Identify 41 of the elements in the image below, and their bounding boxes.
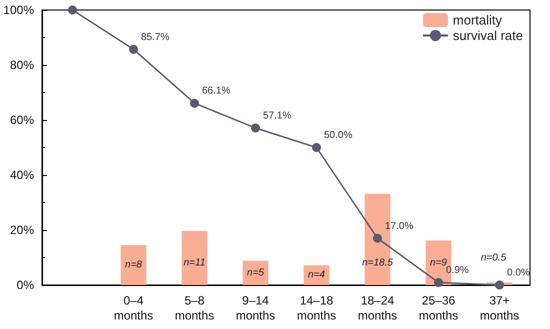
data-label: 17.0% bbox=[385, 220, 414, 232]
data-label: 50.0% bbox=[324, 130, 352, 141]
y-tick-label: 80% bbox=[10, 58, 34, 72]
annotation: n=0.5 bbox=[480, 252, 507, 264]
legend-label: survival rate bbox=[452, 28, 523, 43]
y-tick-label: 0% bbox=[16, 278, 34, 292]
y-tick-label: 60% bbox=[10, 113, 34, 127]
point bbox=[251, 123, 260, 132]
annotation: n=18.5 bbox=[362, 258, 394, 268]
data-label: 66.1% bbox=[202, 86, 230, 97]
point bbox=[434, 278, 443, 288]
y-tick-label: 20% bbox=[10, 223, 34, 237]
annotation: n=9 bbox=[430, 258, 448, 268]
annotation: n=8 bbox=[125, 260, 142, 271]
point bbox=[129, 44, 138, 54]
legend-label: mortality bbox=[452, 12, 503, 28]
y-tick-label: 40% bbox=[10, 168, 34, 182]
annotation: n=11 bbox=[184, 258, 206, 268]
bar bbox=[120, 245, 146, 285]
annotation: n=4 bbox=[308, 270, 326, 281]
annotation: n=5 bbox=[247, 267, 264, 278]
x-tick-label: 0–4 months bbox=[114, 294, 154, 322]
data-label: 85.7% bbox=[141, 32, 170, 43]
point bbox=[68, 6, 77, 14]
bar bbox=[304, 265, 330, 285]
point bbox=[190, 98, 199, 108]
point bbox=[312, 143, 321, 152]
point bbox=[495, 280, 504, 290]
x-tick-label: 5–8 months bbox=[174, 294, 214, 322]
data-label: 57.1% bbox=[263, 110, 292, 122]
data-label: 0.0% bbox=[507, 268, 530, 278]
data-label: 0.9% bbox=[446, 265, 469, 276]
x-tick-label: 18–24 months bbox=[358, 294, 398, 322]
x-tick-label: 25–36 months bbox=[418, 294, 458, 322]
x-tick-label: 37+ months bbox=[480, 294, 520, 322]
point bbox=[373, 234, 382, 243]
y-tick-label: 100% bbox=[3, 3, 34, 17]
x-tick-label: 9–14 months bbox=[236, 294, 276, 322]
bar bbox=[182, 230, 208, 285]
x-tick-label: 14–18 months bbox=[296, 294, 336, 322]
bar bbox=[242, 260, 268, 285]
